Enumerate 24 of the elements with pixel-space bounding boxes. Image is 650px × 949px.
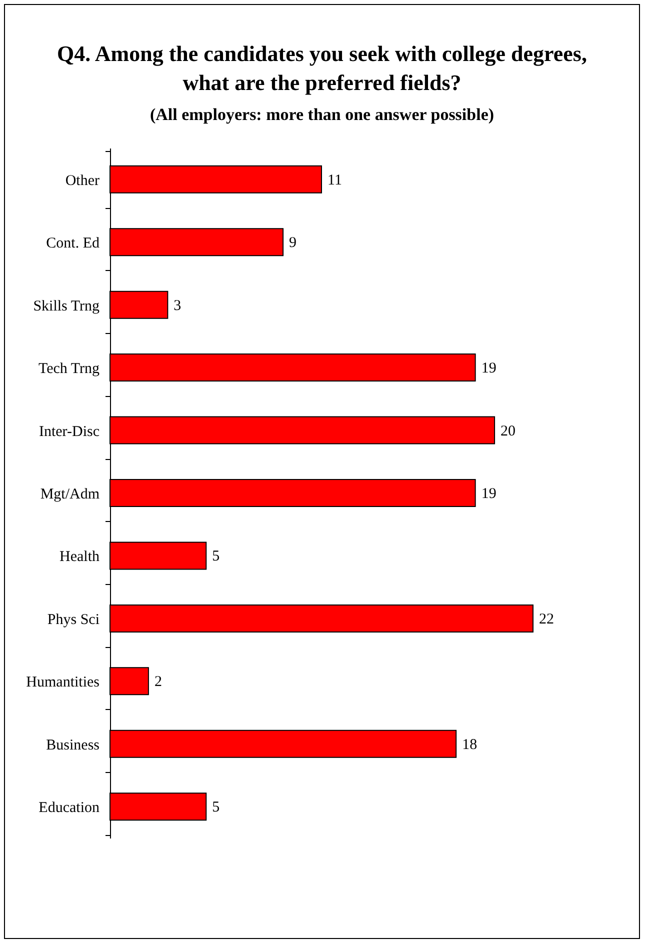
y-tick-label: Business (46, 737, 100, 754)
y-tick-label: Inter-Disc (38, 424, 100, 440)
data-label: 20 (500, 423, 516, 440)
data-label: 5 (212, 548, 220, 565)
data-label: 9 (289, 235, 297, 252)
y-tick-label: Skills Trng (33, 298, 100, 314)
data-label: 18 (462, 736, 478, 753)
data-label: 22 (539, 612, 554, 628)
data-label: 3 (174, 298, 182, 314)
chart-title: Q4. Among the candidates you seek with college degrees, what are the preferred fields? (56, 40, 588, 98)
data-label: 5 (212, 800, 220, 816)
data-label: 19 (481, 360, 496, 377)
y-tick-label: Humantities (26, 674, 100, 691)
data-label: 19 (481, 486, 496, 502)
y-tick-label: Cont. Ed (46, 236, 100, 252)
data-label: 11 (328, 172, 342, 188)
y-tick-label: Phys Sci (47, 612, 100, 628)
y-tick-label: Education (38, 800, 100, 816)
data-label: 2 (154, 674, 162, 690)
y-tick-label: Mgt/Adm (40, 486, 100, 503)
y-tick-label: Health (60, 549, 100, 566)
chart-subtitle: (All employers: more than one answer possible) (148, 105, 496, 126)
y-tick-label: Other (65, 172, 100, 189)
y-tick-label: Tech Trng (38, 361, 100, 378)
